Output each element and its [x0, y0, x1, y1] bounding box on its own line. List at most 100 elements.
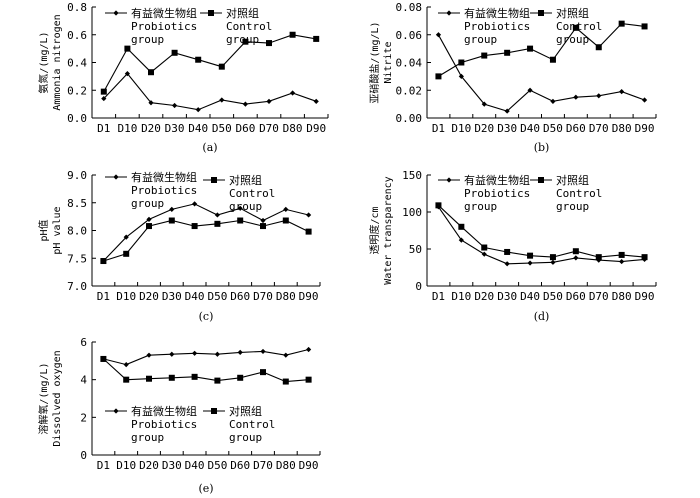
y-tick-label: 8.0	[67, 225, 87, 238]
x-tick-label: D80	[612, 122, 632, 135]
series-line-control	[103, 34, 317, 92]
data-point-control	[100, 258, 107, 265]
x-tick-label: D60	[230, 459, 250, 472]
x-tick-label: D10	[116, 459, 136, 472]
data-point-probiotics	[283, 352, 289, 358]
data-point-probiotics	[124, 71, 130, 77]
y-tick-label: 0.2	[67, 84, 87, 97]
data-point-probiotics	[266, 98, 272, 104]
data-point-control	[260, 223, 266, 230]
legend-label-probiotics: Probiotics	[464, 187, 530, 200]
data-point-control	[171, 49, 178, 56]
x-tick-label: D40	[520, 122, 540, 135]
legend-label-control: group	[556, 33, 589, 46]
legend-label-probiotics: 有益微生物组	[131, 6, 197, 20]
x-tick-label: D30	[497, 290, 517, 303]
data-point-control	[527, 45, 534, 52]
data-point-probiotics	[123, 362, 129, 368]
y-tick-label: 2	[80, 411, 87, 424]
x-tick-label: D90	[635, 290, 655, 303]
chart-panel-b: 0.00 0.02 0.04 0.06 0.08 D1 D10 D20 D30 D40 D50 D60…	[368, 1, 657, 154]
x-tick-label: D20	[474, 122, 494, 135]
x-tick-label: D70	[259, 122, 279, 135]
y-axis-label-en: pH value	[52, 206, 63, 254]
series-line-control	[438, 204, 645, 258]
x-tick-label: D40	[520, 290, 540, 303]
data-point-control	[237, 217, 244, 224]
legend-label-control: 对照组	[556, 6, 589, 20]
data-point-control	[148, 69, 154, 76]
y-tick-label: 0	[415, 280, 422, 293]
data-point-probiotics	[527, 260, 533, 266]
data-point-control	[282, 217, 289, 224]
data-point-probiotics	[504, 108, 510, 114]
x-tick-label: D50	[212, 122, 232, 135]
y-tick-label: 7.5	[67, 252, 87, 265]
x-tick-label: D90	[635, 122, 655, 135]
data-point-control	[168, 374, 175, 381]
legend-label-probiotics: Probiotics	[131, 184, 197, 197]
y-axis-label-en: Nitrite	[383, 41, 394, 83]
legend-marker-probiotics	[113, 10, 119, 16]
data-point-probiotics	[573, 255, 579, 261]
data-point-control	[618, 20, 625, 27]
data-point-control	[195, 56, 202, 63]
y-axis-label: 透明度/cm	[368, 206, 381, 254]
x-tick-label: D70	[589, 122, 609, 135]
data-point-probiotics	[458, 73, 464, 79]
data-point-probiotics	[306, 212, 312, 218]
data-point-control	[504, 248, 511, 255]
data-point-probiotics	[260, 217, 266, 224]
data-point-control	[100, 355, 107, 362]
x-tick-label: D50	[207, 459, 227, 472]
legend-label-control: 对照组	[229, 404, 262, 418]
x-tick-label: D10	[116, 290, 136, 303]
legend-marker-control	[208, 10, 214, 16]
x-tick-label: D20	[139, 459, 159, 472]
data-point-probiotics	[573, 94, 579, 100]
data-point-probiotics	[527, 87, 533, 93]
y-axis-label: 溶解氧/(mg/L)	[37, 362, 50, 434]
data-point-control	[146, 375, 152, 382]
legend-marker-probiotics	[113, 174, 119, 180]
series-line-control	[438, 23, 645, 77]
x-tick-label: D30	[165, 122, 185, 135]
y-tick-label: 100	[402, 206, 422, 219]
x-tick-label: D90	[306, 122, 326, 135]
legend-label-probiotics: group	[131, 197, 164, 210]
x-tick-label: D70	[253, 459, 273, 472]
x-tick-label: D90	[299, 290, 319, 303]
data-point-control	[289, 31, 296, 38]
data-point-probiotics	[619, 89, 625, 95]
data-point-probiotics	[123, 234, 129, 240]
data-point-control	[618, 251, 625, 258]
x-tick-label: D60	[235, 122, 255, 135]
legend-label-control: Control	[556, 20, 602, 33]
x-tick-label: D90	[299, 459, 319, 472]
data-point-probiotics	[550, 259, 556, 265]
data-point-control	[504, 49, 511, 56]
x-tick-label: D40	[188, 122, 208, 135]
data-point-probiotics	[172, 102, 178, 109]
data-point-control	[595, 254, 602, 261]
data-point-control	[481, 52, 488, 59]
y-tick-label: 0.08	[396, 1, 423, 14]
series-line-probiotics	[437, 34, 645, 112]
x-tick-label: D20	[474, 290, 494, 303]
legend-label-probiotics: 有益微生物组	[464, 173, 530, 187]
series-line-probiotics	[437, 206, 645, 265]
data-point-probiotics	[550, 98, 556, 104]
y-axis-label-en: Water transparency	[383, 176, 394, 284]
data-point-probiotics	[435, 32, 442, 38]
y-axis-label-en: Ammonia nitrogen	[52, 14, 63, 110]
y-tick-label: 4	[80, 374, 87, 387]
x-tick-label: D80	[276, 459, 296, 472]
legend-marker-control	[211, 408, 217, 414]
data-point-control	[595, 44, 602, 51]
data-point-control	[458, 223, 465, 230]
x-tick-label: D20	[141, 122, 161, 135]
data-point-probiotics	[219, 97, 225, 103]
data-point-control	[266, 40, 272, 47]
series-line-probiotics	[103, 348, 309, 366]
